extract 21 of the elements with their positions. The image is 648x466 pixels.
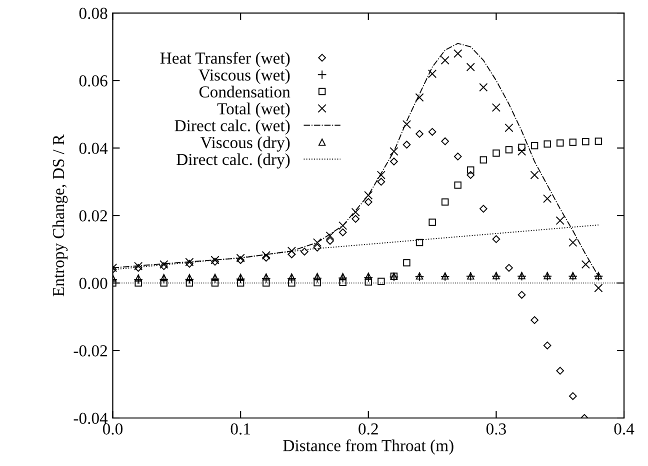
legend-label: Condensation bbox=[199, 86, 290, 98]
x-tick-label: 0.2 bbox=[358, 423, 378, 435]
x-tick-label: 0.1 bbox=[230, 423, 250, 435]
x-tick-label: 0.4 bbox=[614, 423, 634, 435]
y-tick-label: 0.02 bbox=[79, 210, 107, 222]
y-tick-label: -0.02 bbox=[74, 345, 107, 357]
legend-label: Heat Transfer (wet) bbox=[160, 52, 290, 68]
y-tick-label: -0.04 bbox=[74, 412, 108, 424]
x-tick-label: 0.0 bbox=[102, 423, 123, 435]
y-tick-label: 0.04 bbox=[79, 142, 108, 154]
legend-label: Direct calc. (wet) bbox=[174, 120, 290, 135]
y-tick-label: 0.08 bbox=[79, 8, 108, 20]
legend-label: Viscous (dry) bbox=[200, 136, 290, 152]
y-tick-label: 0.06 bbox=[79, 75, 108, 87]
x-axis-title: Distance from Throat (m) bbox=[283, 439, 454, 455]
legend-label: Direct calc. (dry) bbox=[176, 153, 290, 169]
legend-label: Total (wet) bbox=[217, 102, 290, 118]
x-tick-label: 0.3 bbox=[486, 423, 506, 435]
legend-label: Viscous (wet) bbox=[198, 68, 290, 84]
y-axis-title: Entropy Change, DS / R bbox=[52, 134, 68, 296]
y-tick-label: 0.00 bbox=[79, 278, 108, 290]
